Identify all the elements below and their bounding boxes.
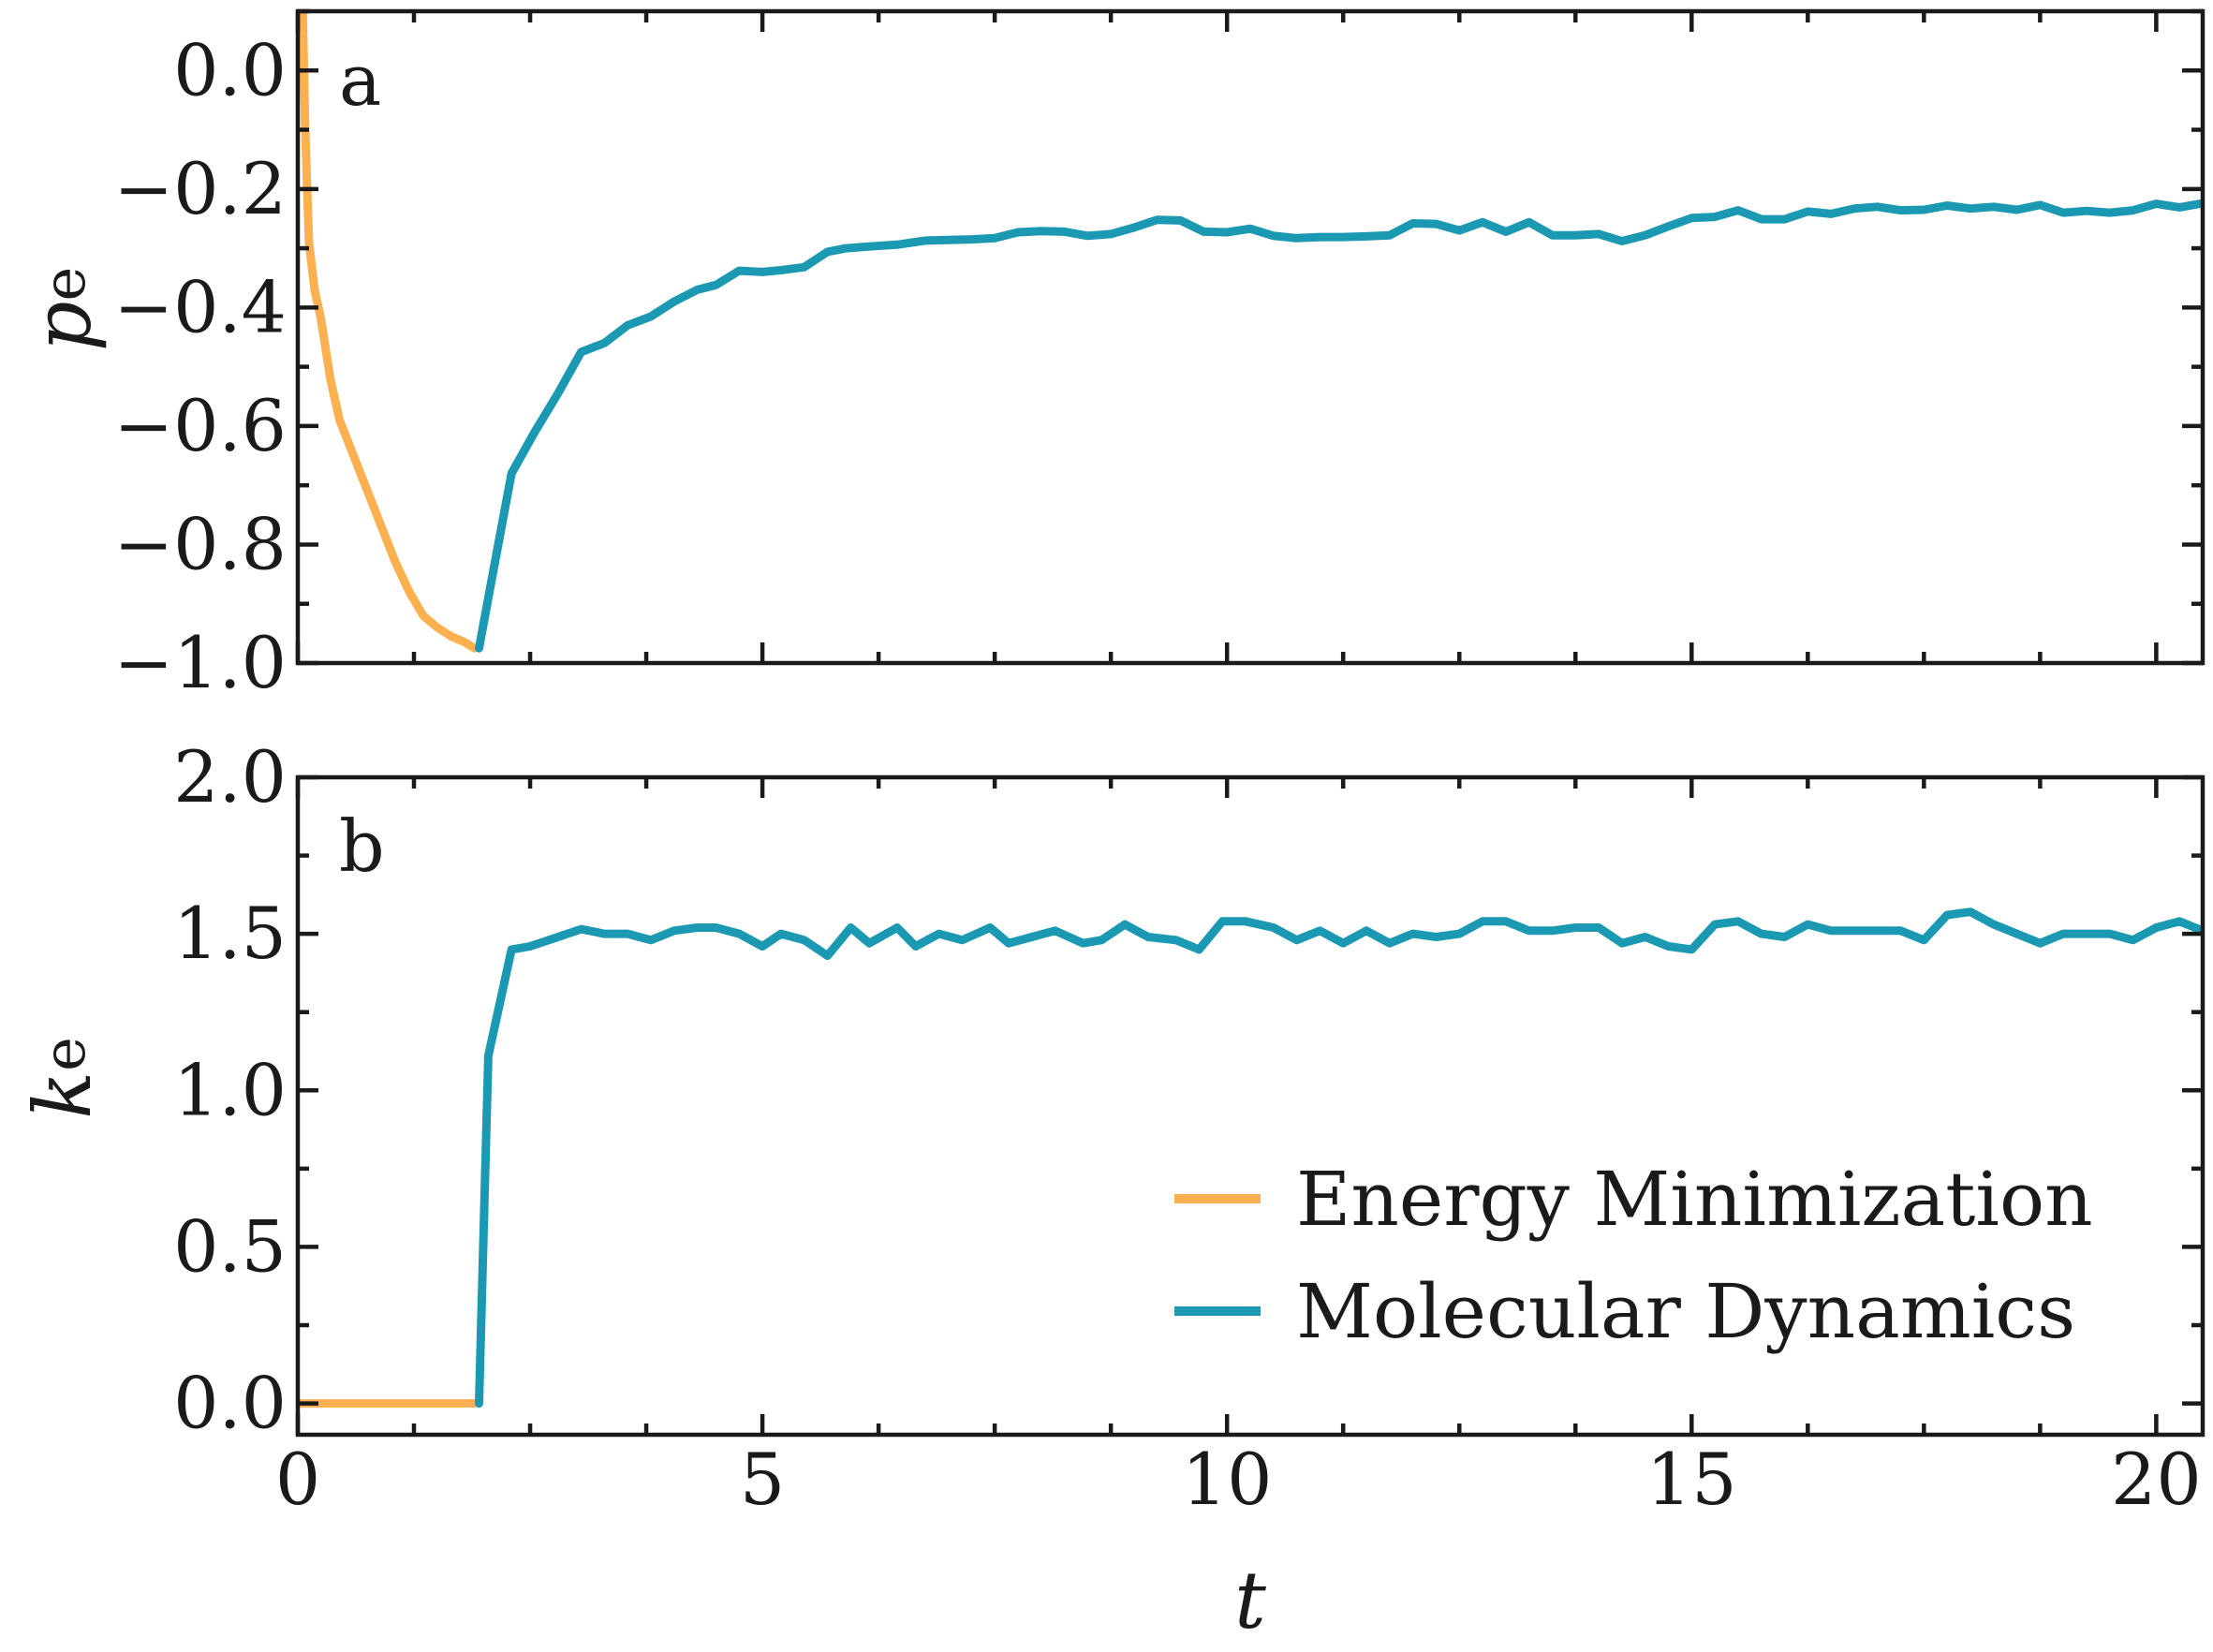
panel-b-y-tick-label: 2.0 bbox=[173, 735, 287, 819]
panel-b-series-molecular-dynamics bbox=[475, 907, 2203, 1409]
panel-b-ylabel-sub: e bbox=[30, 1037, 98, 1071]
panel-b-x-tick-label: 5 bbox=[740, 1438, 785, 1521]
panel-a-y-tick-label: −0.4 bbox=[113, 265, 287, 348]
legend: Energy Minimization Molecular Dynamics bbox=[1174, 1156, 2093, 1355]
panel-b-frame bbox=[295, 774, 2206, 1438]
panel-b-x-tick-label: 10 bbox=[1182, 1438, 1273, 1521]
panel-a-label: a bbox=[339, 38, 381, 122]
panel-b-label: b bbox=[339, 804, 385, 888]
panel-b-y-tick-label: 0.5 bbox=[173, 1204, 287, 1288]
legend-label-molecular-dynamics: Molecular Dynamics bbox=[1296, 1268, 2075, 1355]
panel-a-series-molecular-dynamics bbox=[475, 199, 2203, 653]
panel-b-ylabel-main: k bbox=[17, 1071, 109, 1119]
panel-b-x-tick-label: 20 bbox=[2111, 1438, 2202, 1521]
panel-b-x-tick-label: 15 bbox=[1646, 1438, 1737, 1521]
panel-a-ylabel: pe bbox=[17, 267, 109, 351]
panel-b-y-tick-label: 1.5 bbox=[173, 892, 287, 975]
panel-b-y-tick-label: 0.0 bbox=[173, 1362, 287, 1445]
panel-b: 0.0 0.5 1.0 1.5 2.0 0 5 10 15 20 b ke t Energy Mi… bbox=[17, 735, 2206, 1646]
panel-a-y-tick-label: −0.2 bbox=[113, 147, 287, 230]
panel-a-y-tick-label: −1.0 bbox=[113, 621, 287, 704]
panel-b-xlabel: t bbox=[1234, 1555, 1266, 1646]
panel-b-ylabel: ke bbox=[17, 1037, 109, 1119]
panel-a-y-tick-label: 0.0 bbox=[173, 28, 287, 111]
legend-label-energy-minimization: Energy Minimization bbox=[1296, 1156, 2093, 1243]
panel-a-y-tick-label: −0.8 bbox=[113, 502, 287, 585]
panel-a-series bbox=[298, 11, 2203, 653]
panel-b-series bbox=[298, 907, 2203, 1409]
panel-a-ticks: −1.0 −0.8 −0.6 −0.4 −0.2 0.0 bbox=[113, 8, 2203, 704]
panel-b-ticks: 0.0 0.5 1.0 1.5 2.0 0 5 10 15 20 bbox=[173, 735, 2203, 1521]
panel-a-frame bbox=[295, 8, 2206, 666]
panel-b-y-tick-label: 1.0 bbox=[173, 1048, 287, 1131]
panel-a-y-tick-label: −0.6 bbox=[113, 384, 287, 467]
panel-a-series-energy-minimization bbox=[298, 11, 479, 653]
panel-a-ylabel-sub: e bbox=[30, 267, 98, 302]
panel-b-x-tick-label: 0 bbox=[275, 1438, 320, 1521]
panel-a: −1.0 −0.8 −0.6 −0.4 −0.2 0.0 a pe bbox=[17, 8, 2206, 704]
panel-a-ylabel-main: p bbox=[17, 301, 109, 351]
